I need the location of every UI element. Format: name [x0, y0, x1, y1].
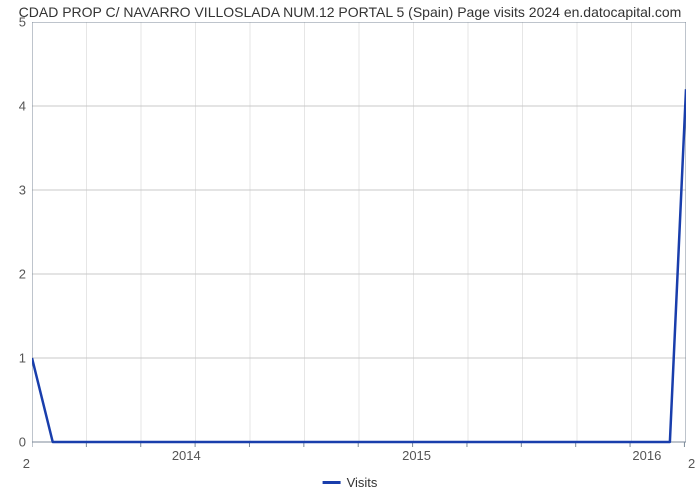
legend-label: Visits [347, 475, 378, 490]
legend: Visits [323, 475, 378, 490]
x-tick-label: 2016 [632, 448, 661, 463]
y-tick-label: 3 [19, 183, 26, 198]
x-tick-label: 2015 [402, 448, 431, 463]
right-end-value: 2 [688, 456, 695, 471]
y-tick-label: 1 [19, 351, 26, 366]
left-end-value: 2 [23, 456, 30, 471]
y-tick-label: 5 [19, 15, 26, 30]
chart-container: CDAD PROP C/ NAVARRO VILLOSLADA NUM.12 P… [0, 0, 700, 500]
plot-svg [32, 22, 686, 454]
y-tick-label: 0 [19, 435, 26, 450]
x-tick-label: 2014 [172, 448, 201, 463]
y-tick-label: 2 [19, 267, 26, 282]
y-tick-label: 4 [19, 99, 26, 114]
legend-swatch [323, 481, 341, 484]
plot-area: 012345201420152016 [32, 22, 686, 442]
chart-title: CDAD PROP C/ NAVARRO VILLOSLADA NUM.12 P… [0, 4, 700, 20]
